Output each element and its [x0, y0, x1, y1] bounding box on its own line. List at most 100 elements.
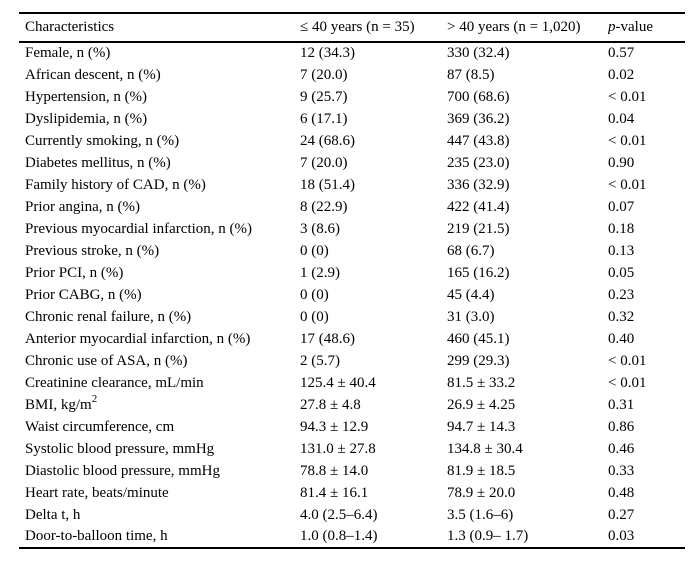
cell-le40-value: 78.8 ± 14.0: [300, 462, 369, 479]
cell-gt40-value: 219 (21.5): [447, 220, 510, 237]
cell-p-value: 0.18: [608, 220, 635, 237]
table-row: Diastolic blood pressure, mmHg 78.8 ± 14.…: [19, 460, 685, 482]
table-row: Dyslipidemia, n (%) 6 (17.1) 369 (36.2) 0.0…: [19, 108, 685, 130]
column-header-gt40-group: > 40 years (n = 1,020): [447, 19, 581, 35]
cell-p-value: 0.31: [608, 396, 635, 413]
table-row: Prior angina, n (%) 8 (22.9) 422 (41.4) 0.0…: [19, 196, 685, 218]
column-header-characteristics: Characteristics: [25, 19, 115, 35]
cell-characteristic: Anterior myocardial infarction, n (%): [25, 330, 251, 347]
cell-p-value: < 0.01: [608, 176, 647, 193]
cell-characteristic: Dyslipidemia, n (%): [25, 110, 148, 127]
cell-le40-value: 0 (0): [300, 308, 329, 325]
p-value-italic-p: p: [608, 19, 616, 35]
cell-gt40-value: 81.5 ± 33.2: [447, 374, 516, 391]
cell-gt40-value: 1.3 (0.9– 1.7): [447, 528, 529, 544]
table-row: Previous stroke, n (%) 0 (0) 68 (6.7) 0.13: [19, 240, 685, 262]
cell-characteristic: Heart rate, beats/minute: [25, 484, 169, 501]
cell-characteristic: BMI, kg/m2: [25, 394, 98, 413]
cell-gt40-value: 134.8 ± 30.4: [447, 440, 523, 457]
cell-p-value: < 0.01: [608, 132, 647, 149]
cell-le40-value: 1.0 (0.8–1.4): [300, 528, 378, 544]
cell-characteristic: Diastolic blood pressure, mmHg: [25, 462, 220, 479]
cell-gt40-value: 336 (32.9): [447, 176, 510, 193]
cell-gt40-value: 700 (68.6): [447, 88, 510, 105]
cell-gt40-value: 460 (45.1): [447, 330, 510, 347]
cell-gt40-value: 87 (8.5): [447, 66, 495, 83]
cell-le40-value: 8 (22.9): [300, 198, 348, 215]
cell-characteristic: Previous stroke, n (%): [25, 242, 160, 259]
cell-le40-value: 24 (68.6): [300, 132, 355, 149]
cell-gt40-value: 31 (3.0): [447, 308, 495, 325]
cell-le40-value: 131.0 ± 27.8: [300, 440, 376, 457]
cell-le40-value: 7 (20.0): [300, 66, 348, 83]
cell-characteristic: Delta t, h: [25, 506, 81, 523]
cell-gt40-value: 3.5 (1.6–6): [447, 506, 514, 523]
cell-gt40-value: 299 (29.3): [447, 352, 510, 369]
cell-le40-value: 6 (17.1): [300, 110, 348, 127]
cell-le40-value: 2 (5.7): [300, 352, 340, 369]
cell-characteristic: Chronic use of ASA, n (%): [25, 352, 188, 369]
cell-le40-value: 9 (25.7): [300, 88, 348, 105]
cell-p-value: 0.13: [608, 242, 635, 259]
cell-gt40-value: 68 (6.7): [447, 242, 495, 259]
cell-characteristic: Previous myocardial infarction, n (%): [25, 220, 253, 237]
table-row: Chronic renal failure, n (%) 0 (0) 31 (3.0…: [19, 306, 685, 328]
cell-le40-value: 81.4 ± 16.1: [300, 484, 369, 501]
cell-p-value: 0.02: [608, 66, 635, 83]
column-header-p-value: p-value: [608, 13, 685, 42]
cell-characteristic: Currently smoking, n (%): [25, 132, 180, 149]
table-row: Door-to-balloon time, h 1.0 (0.8–1.4) 1.3 …: [19, 526, 685, 548]
table-body: Female, n (%) 12 (34.3) 330 (32.4) 0.57 Afri…: [19, 42, 685, 548]
cell-le40-value: 125.4 ± 40.4: [300, 374, 376, 391]
cell-le40-value: 7 (20.0): [300, 154, 348, 171]
cell-le40-value: 27.8 ± 4.8: [300, 396, 361, 413]
table-row: African descent, n (%) 7 (20.0) 87 (8.5) 0.…: [19, 64, 685, 86]
table-row: Systolic blood pressure, mmHg 131.0 ± 27.…: [19, 438, 685, 460]
table-row: Creatinine clearance, mL/min 125.4 ± 40.4…: [19, 372, 685, 394]
table-row: Currently smoking, n (%) 24 (68.6) 447 (43…: [19, 130, 685, 152]
cell-characteristic: Systolic blood pressure, mmHg: [25, 440, 215, 457]
table-row: Chronic use of ASA, n (%) 2 (5.7) 299 (29.…: [19, 350, 685, 372]
cell-p-value: 0.46: [608, 440, 635, 457]
cell-characteristic: Family history of CAD, n (%): [25, 176, 206, 193]
cell-gt40-value: 81.9 ± 18.5: [447, 462, 516, 479]
table-row: Anterior myocardial infarction, n (%) 17 …: [19, 328, 685, 350]
cell-le40-value: 0 (0): [300, 242, 329, 259]
cell-p-value: 0.48: [608, 484, 635, 501]
table-row: Prior PCI, n (%) 1 (2.9) 165 (16.2) 0.05: [19, 262, 685, 284]
table-header-row: Characteristics ≤ 40 years (n = 35) > 40…: [19, 13, 685, 42]
cell-p-value: 0.90: [608, 154, 635, 171]
cell-p-value: 0.40: [608, 330, 635, 347]
cell-p-value: 0.05: [608, 264, 635, 281]
table-row: Previous myocardial infarction, n (%) 3 (…: [19, 218, 685, 240]
cell-p-value: 0.27: [608, 506, 635, 523]
cell-p-value: 0.03: [608, 528, 635, 544]
cell-le40-value: 1 (2.9): [300, 264, 340, 281]
cell-characteristic: Diabetes mellitus, n (%): [25, 154, 171, 171]
cell-le40-value: 17 (48.6): [300, 330, 355, 347]
cell-p-value: 0.07: [608, 198, 635, 215]
cell-gt40-value: 165 (16.2): [447, 264, 510, 281]
cell-characteristic: Prior angina, n (%): [25, 198, 140, 215]
cell-le40-value: 3 (8.6): [300, 220, 340, 237]
cell-gt40-value: 45 (4.4): [447, 286, 495, 303]
cell-le40-value: 12 (34.3): [300, 45, 355, 61]
cell-gt40-value: 330 (32.4): [447, 45, 510, 61]
column-header-le40-group: ≤ 40 years (n = 35): [300, 19, 415, 35]
table-row: Prior CABG, n (%) 0 (0) 45 (4.4) 0.23: [19, 284, 685, 306]
table-row: Waist circumference, cm 94.3 ± 12.9 94.7 ±…: [19, 416, 685, 438]
cell-gt40-value: 447 (43.8): [447, 132, 510, 149]
cell-gt40-value: 235 (23.0): [447, 154, 510, 171]
cell-characteristic: Chronic renal failure, n (%): [25, 308, 192, 325]
cell-characteristic: Prior CABG, n (%): [25, 286, 142, 303]
cell-characteristic: Waist circumference, cm: [25, 418, 175, 435]
cell-p-value: 0.86: [608, 418, 635, 435]
cell-gt40-value: 26.9 ± 4.25: [447, 396, 516, 413]
cell-le40-value: 94.3 ± 12.9: [300, 418, 369, 435]
cell-le40-value: 0 (0): [300, 286, 329, 303]
cell-le40-value: 4.0 (2.5–6.4): [300, 506, 378, 523]
cell-characteristic: Door-to-balloon time, h: [25, 528, 168, 544]
cell-gt40-value: 94.7 ± 14.3: [447, 418, 516, 435]
cell-le40-value: 18 (51.4): [300, 176, 355, 193]
